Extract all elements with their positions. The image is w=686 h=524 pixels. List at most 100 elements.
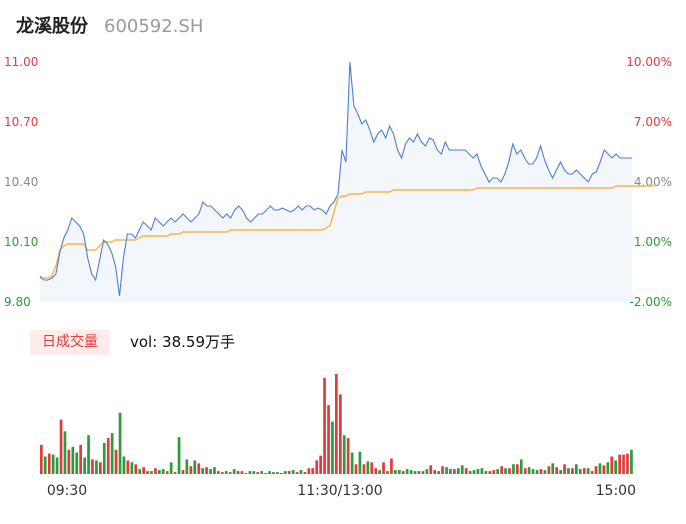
y-left-tick-label: 10.70 [4,115,38,129]
volume-bar [551,463,555,474]
volume-bar [496,469,499,474]
volume-bar [523,468,527,474]
y-right-tick-label: 1.00% [634,235,672,249]
volume-bar [256,472,260,474]
volume-bar [315,460,319,474]
volume-bar [327,405,330,474]
volume-bar [582,468,586,474]
volume-bar [555,467,558,474]
volume-bar [55,457,59,474]
volume-bar [445,467,448,474]
volume-bar [370,462,374,474]
volume-bar [197,463,201,474]
volume-bar [67,449,71,474]
volume-bar [118,412,122,474]
volume-bar [484,471,488,474]
volume-bar [453,469,456,474]
volume-bar [47,453,51,474]
volume-bar [154,468,157,474]
avg-price-line [40,183,657,279]
volume-bar [358,451,362,474]
volume-bar [165,471,169,474]
volume-bar [362,464,366,474]
volume-bar [346,438,350,474]
volume-bar [500,466,503,474]
y-left-tick-label: 9.80 [4,295,31,309]
volume-bar [429,465,433,474]
volume-bar [71,446,75,474]
y-right-tick-label: 10.00% [626,55,672,69]
volume-bar [350,452,354,474]
volume-bar [464,468,468,474]
volume-bar [630,449,633,474]
volume-value: vol: 38.59万手 [130,333,235,351]
volume-bar [441,466,444,474]
volume-bar [307,468,311,474]
volume-bar [508,468,511,474]
volume-bar [417,471,421,474]
volume-bar [472,470,476,474]
volume-bar [177,437,181,474]
volume-bar [606,462,610,474]
volume-bar [331,421,334,474]
volume-bar [311,468,315,474]
volume-bar [319,455,322,474]
y-right-tick-label: -2.00% [630,295,672,309]
volume-bar [425,469,429,474]
volume-bar [527,467,531,474]
volume-bar [63,431,67,474]
volume-bar [618,454,621,474]
volume-bar [539,469,543,474]
volume-bar [421,471,425,474]
volume-bar [272,472,275,474]
volume-bar [232,469,236,474]
volume-bar [516,464,519,474]
volume-bar [189,466,193,474]
volume-bar [519,459,523,474]
volume-bar [106,438,110,474]
volume-bar [303,472,307,474]
volume-bar [437,471,440,474]
volume-bar [252,471,256,474]
volume-bar [339,394,342,474]
volume-bar [146,471,149,474]
volume-bar [268,471,271,474]
price-line [39,61,632,297]
volume-bar [59,419,63,474]
volume-bar [342,435,346,474]
volume-bar [130,462,134,474]
volume-bar [543,470,547,474]
volume-bar [488,471,492,474]
volume-bar [185,459,189,474]
volume-bar [622,454,625,474]
volume-bar [260,471,263,474]
y-left-tick-label: 11.00 [4,55,38,69]
volume-bar [224,471,228,474]
volume-bar [335,374,338,474]
volume-bar [209,469,212,474]
volume-bar [213,467,216,474]
volume-bar [43,456,47,474]
volume-bar [366,461,370,474]
y-left-tick-label: 10.10 [4,235,38,249]
volume-bar [40,444,43,474]
stock-name: 龙溪股份 [16,16,88,37]
volume-bar [126,460,130,474]
volume-bar [405,469,409,474]
volume-bar [244,473,248,474]
volume-bar [299,470,303,474]
volume-bar [378,470,381,474]
volume-tag[interactable]: 日成交量 [30,330,110,355]
price-area [40,62,632,302]
volume-bar [75,452,79,474]
volume-bar [181,470,185,474]
volume-bar [295,472,299,474]
volume-bar [99,462,102,474]
volume-bar [394,470,397,474]
x-tick-label: 09:30 [47,483,87,499]
volume-bar [264,473,267,474]
volume-bar [614,460,617,474]
volume-bar [102,442,106,474]
volume-bar [398,470,401,474]
y-left-tick-label: 10.40 [4,175,38,189]
